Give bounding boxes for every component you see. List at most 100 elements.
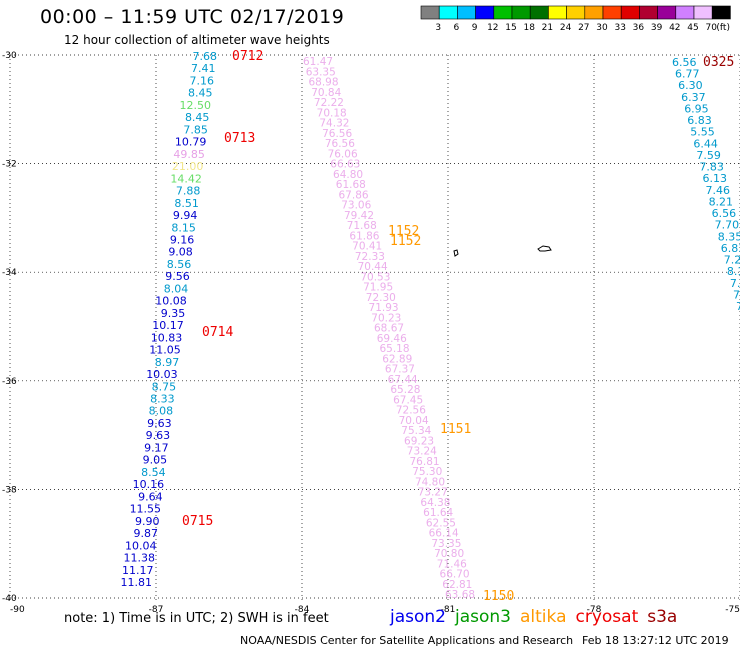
satellite-s3a: s3a xyxy=(647,607,678,627)
swh-value: 6.30 xyxy=(678,79,703,92)
legend-swatch xyxy=(475,5,495,20)
swh-value: 11.81 xyxy=(121,576,153,589)
satellite-legend: jason2 jason3 altika cryosat s3a xyxy=(390,607,686,627)
swh-value: 67.45 xyxy=(393,394,423,406)
swh-value: 66.14 xyxy=(429,528,459,540)
swh-value: 67.86 xyxy=(339,189,369,201)
swh-value: 68.67 xyxy=(374,323,404,335)
swh-value: 5.55 xyxy=(690,126,715,139)
swh-value: 73.27 xyxy=(418,487,448,499)
swh-value: 68.98 xyxy=(308,77,338,89)
swh-value: 72.22 xyxy=(314,97,344,109)
swh-value: 7.88 xyxy=(176,185,201,198)
swh-value: 9.08 xyxy=(168,246,193,259)
legend-label: 3 xyxy=(435,23,441,33)
swh-value: 10.79 xyxy=(175,136,207,149)
time-label: 1150 xyxy=(483,589,514,604)
swh-value: 10.08 xyxy=(155,295,187,308)
swh-value: 6.37 xyxy=(681,91,706,104)
swh-value: 9.35 xyxy=(161,307,186,320)
time-label: 0714 xyxy=(202,325,233,340)
color-legend: 3 6 9 12 15 18 21 24 27 30 33 36 39 42 45 70 (ft) xyxy=(420,5,731,33)
map-subtitle: 12 hour collection of altimeter wave hei… xyxy=(64,33,330,47)
legend-swatch xyxy=(529,5,549,20)
swh-value: 9.17 xyxy=(144,441,169,454)
latitude-tick-label: -32 xyxy=(2,160,17,170)
swh-value: 79.42 xyxy=(344,210,374,222)
satellite-altika: altika xyxy=(520,607,567,627)
swh-value: 6.95 xyxy=(684,102,709,115)
swh-value: 61.68 xyxy=(336,179,366,191)
track-jason2: 7.687.417.168.4512.508.457.8510.7949.852… xyxy=(121,49,264,589)
swh-value: 67.37 xyxy=(385,364,415,376)
latitude-tick-label: -34 xyxy=(2,268,17,278)
altimeter-tracks: 7.687.417.168.4512.508.457.8510.7949.852… xyxy=(121,49,740,604)
swh-value: 8.08 xyxy=(149,405,174,418)
swh-value: 8.45 xyxy=(188,87,213,100)
legend-swatch xyxy=(693,5,713,20)
swh-value: 9.16 xyxy=(170,233,195,246)
swh-value: 71.46 xyxy=(437,558,467,570)
longitude-tick-label: -78 xyxy=(587,605,602,615)
swh-value: 75.30 xyxy=(412,466,442,478)
swh-value: 7.68 xyxy=(193,50,218,63)
swh-value: 8.15 xyxy=(171,221,196,234)
swh-value: 61.86 xyxy=(349,230,379,242)
swh-value: 76.56 xyxy=(325,138,355,150)
swh-value: 73.24 xyxy=(407,446,437,458)
legend-label: 12 xyxy=(487,23,498,33)
time-label: 1151 xyxy=(440,422,471,437)
island-small xyxy=(453,249,459,257)
longitude-tick-label: -81 xyxy=(441,605,456,615)
swh-value: 9.63 xyxy=(147,417,172,430)
swh-value: 70.80 xyxy=(434,548,464,560)
swh-value: 70.04 xyxy=(399,415,429,427)
legend-swatch xyxy=(602,5,622,20)
legend-label: 6 xyxy=(454,23,460,33)
swh-value: 70.41 xyxy=(352,241,382,253)
longitude-tick-label: -87 xyxy=(149,605,164,615)
credit-line: NOAA/NESDIS Center for Satellite Applica… xyxy=(240,634,574,647)
swh-value: 62.55 xyxy=(426,517,456,529)
swh-value: 71.95 xyxy=(363,282,393,294)
track-s3a: 61.4763.3568.9870.8472.2270.1874.3276.56… xyxy=(303,56,514,604)
longitude-tick-label: -75 xyxy=(725,605,740,615)
legend-swatch xyxy=(675,5,695,20)
legend-label: 39 xyxy=(651,23,663,33)
swh-value: 8.45 xyxy=(185,111,210,124)
swh-value: 69.46 xyxy=(377,333,407,345)
swh-value: 70.53 xyxy=(360,271,390,283)
swh-value: 7.83 xyxy=(699,161,724,174)
time-label: 1152 xyxy=(388,224,419,239)
legend-label: 42 xyxy=(669,23,680,33)
swh-value: 63.68 xyxy=(445,589,475,601)
swh-value: 9.87 xyxy=(134,527,159,540)
latitude-tick-label: -38 xyxy=(2,485,17,495)
time-label: 0715 xyxy=(182,514,213,529)
legend-label: 36 xyxy=(633,23,645,33)
swh-value: 14.42 xyxy=(170,172,202,185)
swh-value: 8.54 xyxy=(141,466,166,479)
swh-value: 6.56 xyxy=(712,207,737,220)
swh-value: 70.23 xyxy=(371,312,401,324)
swh-value: 7.23 xyxy=(724,254,740,267)
legend-label: 70 xyxy=(705,23,717,33)
swh-value: 66.63 xyxy=(330,159,360,171)
swh-value: 62.81 xyxy=(442,579,472,591)
swh-value: 21.00 xyxy=(172,160,204,173)
swh-value: 8.33 xyxy=(150,393,175,406)
legend-swatch xyxy=(457,5,476,20)
swh-value: 64.80 xyxy=(333,169,363,181)
legend-label: 18 xyxy=(523,23,535,33)
legend-label: 30 xyxy=(596,23,608,33)
swh-value: 71.93 xyxy=(369,302,399,314)
swh-value: 61.64 xyxy=(423,507,453,519)
lat-lon-grid xyxy=(9,54,740,600)
map-title: 00:00 – 11:59 UTC 02/17/2019 xyxy=(40,6,345,28)
legend-swatch xyxy=(438,5,458,20)
swh-value: 8.04 xyxy=(164,282,189,295)
legend-label: 15 xyxy=(505,23,516,33)
legend-swatch xyxy=(620,5,640,20)
axis-tick-labels: -30 -32 -34 -36 -38 -40-90 -87 -84 -81 -78 -75 xyxy=(2,51,740,615)
